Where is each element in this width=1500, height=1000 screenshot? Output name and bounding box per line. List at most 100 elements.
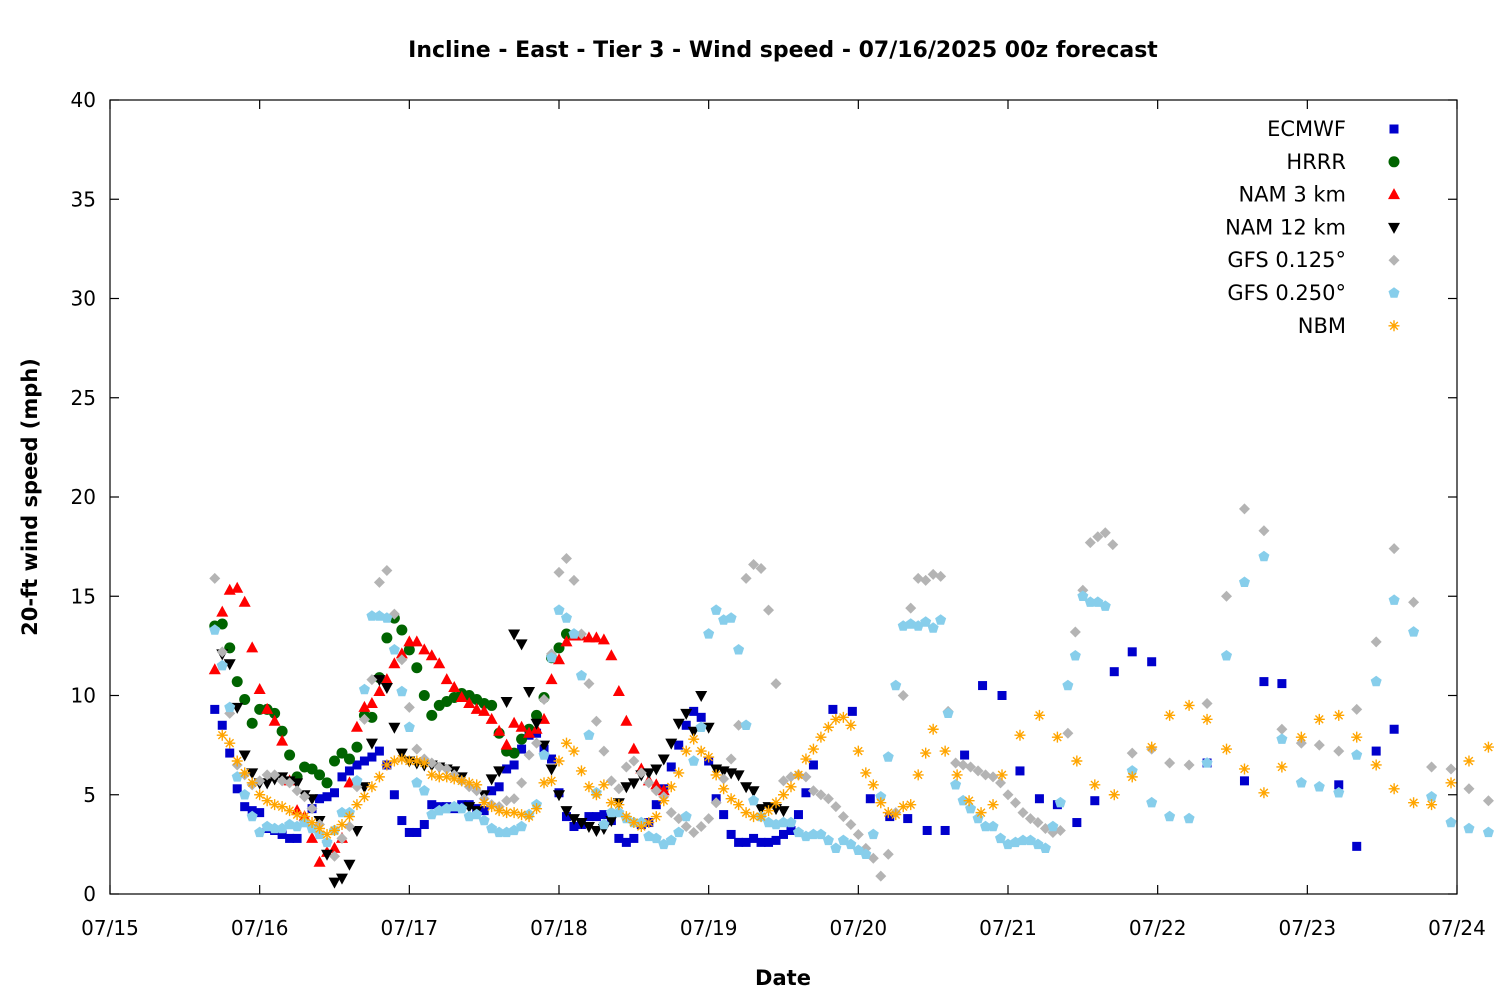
data-point: [770, 797, 782, 809]
data-point: [764, 837, 774, 847]
data-point: [343, 776, 356, 788]
data-point: [231, 771, 243, 782]
data-point: [463, 802, 476, 814]
data-point: [411, 662, 423, 674]
data-point: [246, 768, 259, 780]
data-point: [590, 631, 603, 643]
data-point: [493, 724, 506, 736]
data-point: [269, 799, 281, 811]
data-point: [997, 691, 1007, 700]
data-point: [322, 792, 332, 802]
data-point: [920, 747, 932, 759]
data-point: [433, 657, 446, 669]
data-point: [560, 628, 572, 640]
data-point: [321, 828, 333, 840]
data-point: [299, 791, 311, 803]
data-point: [755, 562, 767, 574]
data-point: [395, 647, 408, 659]
data-point: [389, 790, 399, 800]
data-point: [1258, 550, 1270, 562]
data-point: [373, 771, 385, 783]
data-point: [239, 693, 251, 705]
data-point: [815, 731, 827, 743]
data-point: [1201, 757, 1213, 768]
data-point: [650, 811, 662, 823]
data-point: [358, 791, 370, 803]
data-point: [770, 678, 782, 690]
data-point: [350, 825, 363, 837]
data-point: [1276, 761, 1288, 773]
data-point: [882, 751, 894, 762]
data-point: [365, 696, 378, 708]
data-point: [374, 746, 384, 756]
data-point: [516, 809, 528, 821]
data-point: [922, 825, 932, 835]
data-point: [351, 799, 363, 811]
data-point: [1071, 755, 1083, 767]
data-point: [777, 816, 790, 828]
data-point: [597, 633, 610, 645]
data-point: [336, 747, 348, 759]
legend-marker: [1388, 287, 1400, 298]
data-point: [239, 788, 251, 800]
data-point: [635, 767, 647, 779]
data-point: [426, 808, 438, 820]
data-point: [350, 720, 363, 732]
data-point: [939, 745, 951, 757]
data-point: [1014, 729, 1026, 741]
data-point: [627, 742, 640, 754]
data-point: [995, 777, 1007, 789]
data-point: [247, 806, 257, 816]
data-point: [733, 799, 745, 811]
data-point: [747, 786, 760, 798]
data-point: [381, 564, 393, 576]
data-point: [531, 803, 543, 815]
data-point: [515, 639, 528, 651]
data-point: [359, 756, 369, 766]
data-point: [463, 696, 476, 708]
data-point: [726, 829, 736, 839]
data-point: [875, 797, 887, 809]
data-point: [605, 797, 617, 809]
data-point: [1107, 539, 1119, 551]
data-point: [643, 777, 655, 789]
data-point: [321, 836, 333, 848]
data-point: [847, 706, 857, 716]
data-point: [381, 759, 393, 771]
data-point: [614, 833, 624, 843]
data-point: [419, 820, 429, 830]
data-point: [756, 837, 766, 847]
data-point: [975, 807, 987, 819]
data-point: [1388, 783, 1400, 795]
data-point: [965, 802, 977, 814]
data-point: [426, 769, 438, 781]
data-point: [321, 849, 334, 861]
data-point: [381, 632, 393, 644]
data-point: [575, 669, 587, 681]
y-tick-label: 20: [71, 485, 96, 509]
data-point: [1017, 807, 1029, 819]
data-point: [749, 833, 759, 843]
data-point: [380, 673, 393, 685]
data-point: [546, 775, 558, 787]
data-point: [905, 799, 917, 811]
data-point: [329, 824, 340, 836]
data-point: [710, 797, 722, 809]
data-point: [1426, 799, 1438, 811]
data-point: [336, 806, 348, 818]
data-point: [1295, 777, 1307, 788]
data-point: [629, 833, 639, 843]
data-point: [366, 610, 378, 621]
y-tick-label: 15: [71, 584, 96, 608]
data-point: [680, 708, 693, 720]
data-point: [239, 767, 251, 779]
data-point: [1239, 776, 1249, 786]
data-point: [485, 774, 498, 786]
data-point: [493, 805, 505, 817]
data-point: [927, 622, 939, 633]
data-point: [665, 738, 678, 750]
data-point: [807, 785, 819, 797]
data-point: [882, 848, 894, 860]
data-point: [687, 726, 700, 738]
data-point: [276, 822, 288, 834]
